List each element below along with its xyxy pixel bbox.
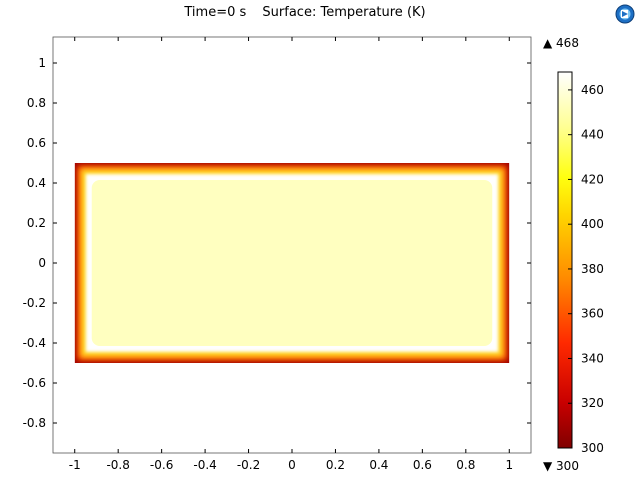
colorbar-max-label: ▲ 468 [543,36,579,50]
y-axis-ticks: 1 0.8 0.6 0.4 0.2 0 -0.2 -0.4 -0.6 -0.8 [23,56,531,430]
colorbar-tick-label: 380 [581,262,604,276]
colorbar-tick-label: 400 [581,217,604,231]
y-tick-label: -0.8 [23,416,46,430]
colorbar-tick-label: 340 [581,351,604,365]
x-tick-label: -0.4 [193,458,216,472]
x-axis-ticks: -1 -0.8 -0.6 -0.4 -0.2 0 0.2 0.4 0.6 0.8 1 [69,37,513,472]
y-tick-label: -0.4 [23,336,46,350]
x-tick-label: 1 [505,458,513,472]
y-tick-label: 0.2 [27,216,46,230]
x-tick-label: 0.2 [326,458,345,472]
colorbar-min-label: ▼ 300 [543,459,579,473]
y-tick-label: 0 [38,256,46,270]
y-tick-label: 0.8 [27,96,46,110]
colorbar-tick-label: 460 [581,83,604,97]
colorbar-tick-label: 440 [581,128,604,142]
y-tick-label: 0.6 [27,136,46,150]
y-tick-label: 1 [38,56,46,70]
x-tick-label: 0 [288,458,296,472]
y-tick-label: 0.4 [27,176,46,190]
chart-title: Time=0 s Surface: Temperature (K) [183,5,425,20]
comsol-logo-icon [615,4,635,24]
colorbar-ticks: 460 440 420 400 380 360 340 320 300 [568,83,604,455]
x-tick-label: -0.8 [106,458,129,472]
x-tick-label: 0.8 [456,458,475,472]
x-tick-label: -0.6 [150,458,173,472]
chart-title-time: Time=0 s [183,5,246,20]
y-tick-label: -0.6 [23,376,46,390]
x-tick-label: 0.4 [369,458,388,472]
heatmap-domain [74,163,510,363]
x-tick-label: 0.6 [413,458,432,472]
x-tick-label: -0.2 [237,458,260,472]
colorbar [557,71,573,449]
heatmap-interior [91,180,493,346]
chart-title-surface: Surface: Temperature (K) [262,5,425,20]
colorbar-tick-label: 300 [581,441,604,455]
y-tick-label: -0.2 [23,296,46,310]
colorbar-tick-label: 360 [581,307,604,321]
colorbar-tick-label: 320 [581,396,604,410]
colorbar-tick-label: 420 [581,172,604,186]
x-tick-label: -1 [69,458,81,472]
